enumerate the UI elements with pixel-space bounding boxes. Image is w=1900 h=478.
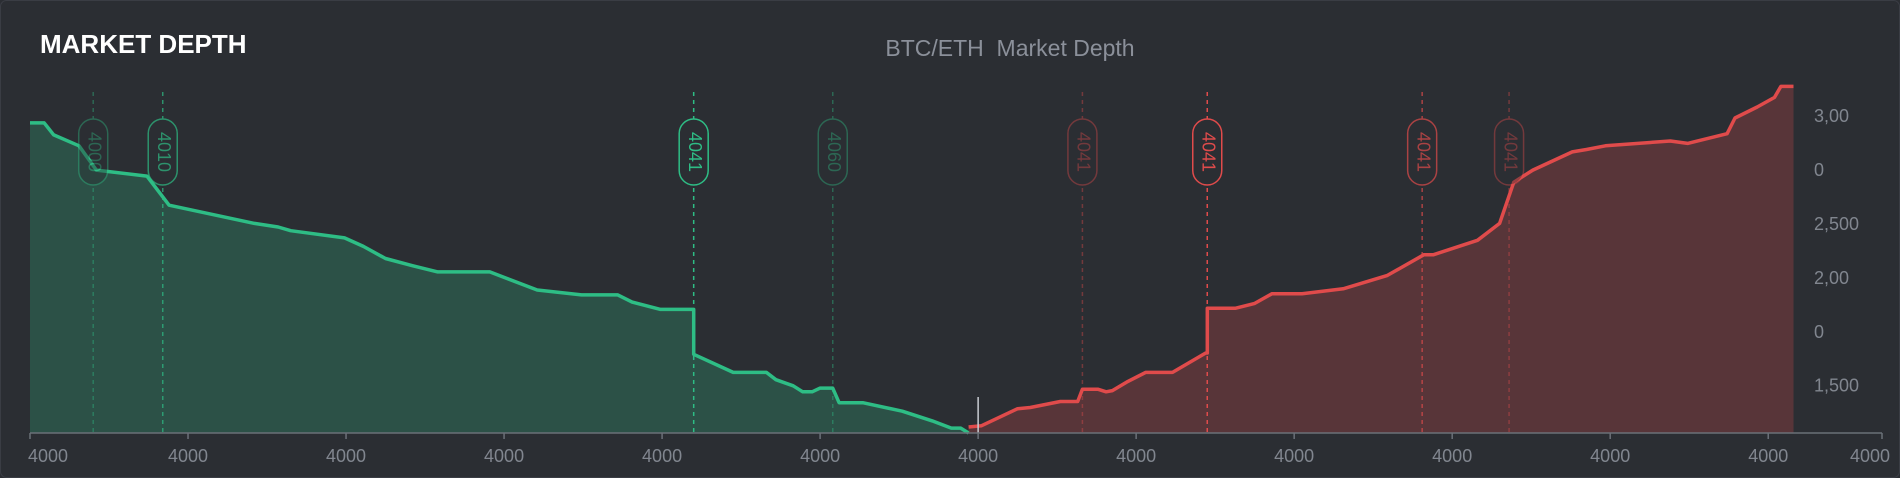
ask-line	[968, 84, 1794, 429]
marker-label: 4010	[154, 132, 174, 172]
marker-label: 4041	[1074, 132, 1094, 172]
x-tick-label: 4000	[1590, 446, 1630, 466]
x-tick-label: 4000	[1850, 446, 1890, 466]
y-tick-label: 2,500	[1814, 214, 1859, 234]
x-tick-label: 4000	[958, 446, 998, 466]
x-tick-label: 4000	[800, 446, 840, 466]
marker-pill	[1493, 118, 1525, 186]
price-marker: 4041	[678, 92, 709, 433]
x-tick-label: 4000	[28, 446, 68, 466]
marker-label: 4041	[1500, 132, 1520, 172]
x-tick-label: 4000	[326, 446, 366, 466]
bid-line	[30, 121, 970, 435]
marker-label: 4041	[1413, 132, 1433, 172]
marker-pill	[77, 118, 109, 186]
chart-title: BTC/ETH Market Depth	[885, 35, 1134, 61]
marker-pill	[817, 118, 848, 186]
price-marker: 4010	[147, 92, 178, 433]
x-tick-label: 4000	[642, 446, 682, 466]
price-marker: 4041	[1192, 92, 1223, 433]
x-tick-label: 4000	[1748, 446, 1788, 466]
marker-pill	[147, 118, 178, 186]
ask-area	[968, 86, 1794, 434]
x-tick-label: 4000	[168, 446, 208, 466]
marker-label: 4041	[685, 132, 705, 172]
marker-pill	[1192, 118, 1223, 186]
page-title: MARKET DEPTH	[40, 29, 247, 59]
marker-label: 4060	[824, 132, 844, 172]
y-tick-label: 0	[1814, 160, 1824, 180]
price-marker: 4060	[817, 92, 848, 433]
price-marker: 4000	[77, 92, 109, 433]
x-tick-label: 4000	[1432, 446, 1472, 466]
x-tick-label: 4000	[1274, 446, 1314, 466]
y-tick-label: 2,00	[1814, 268, 1849, 288]
y-tick-label: 0	[1814, 322, 1824, 342]
price-marker: 4041	[1493, 92, 1525, 433]
marker-pill	[1406, 118, 1438, 186]
y-tick-label: 1,500	[1814, 376, 1859, 396]
x-tick-label: 4000	[1116, 446, 1156, 466]
bid-area	[30, 122, 969, 434]
price-marker: 4041	[1406, 92, 1438, 433]
y-tick-label: 3,00	[1814, 106, 1849, 126]
marker-label: 4041	[1199, 132, 1219, 172]
marker-pill	[1067, 118, 1098, 186]
price-marker: 4041	[1067, 92, 1098, 433]
x-tick-label: 4000	[484, 446, 524, 466]
marker-pill	[678, 118, 709, 186]
marker-label: 4000	[84, 132, 104, 172]
